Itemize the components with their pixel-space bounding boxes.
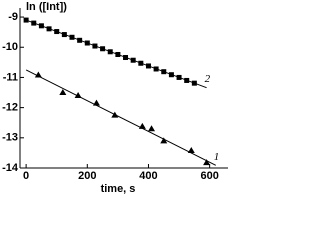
series-label: 2 bbox=[205, 73, 211, 85]
data-point bbox=[92, 99, 100, 106]
x-tick-label: 200 bbox=[78, 170, 96, 182]
data-point bbox=[138, 60, 144, 66]
x-axis-title: time, s bbox=[101, 183, 136, 195]
data-point bbox=[100, 46, 106, 52]
y-tick-label: -9 bbox=[8, 11, 18, 23]
data-point bbox=[77, 37, 83, 43]
data-point bbox=[23, 17, 29, 23]
x-tick-label: 600 bbox=[200, 170, 218, 182]
data-point bbox=[176, 74, 182, 80]
y-tick-label: -12 bbox=[2, 102, 18, 114]
data-point bbox=[84, 40, 90, 46]
data-point bbox=[111, 111, 119, 118]
data-point bbox=[153, 66, 159, 72]
y-tick-label: -14 bbox=[2, 162, 19, 174]
data-point bbox=[59, 89, 67, 96]
fit-line bbox=[25, 69, 216, 166]
y-tick-label: -11 bbox=[3, 71, 18, 83]
data-point bbox=[54, 29, 60, 35]
x-tick-label: 0 bbox=[23, 170, 29, 182]
data-point bbox=[74, 92, 82, 99]
data-point bbox=[168, 72, 174, 78]
data-point bbox=[61, 32, 67, 38]
data-point bbox=[46, 26, 52, 32]
data-point bbox=[161, 69, 167, 75]
data-point bbox=[187, 146, 195, 153]
data-point bbox=[191, 80, 197, 86]
y-axis-title: ln ([Int]) bbox=[26, 1, 67, 13]
y-tick-label: -10 bbox=[2, 41, 18, 53]
chart: ln ([Int]) time, s -9 -10 -11 -12 -13 -14 0 200… bbox=[2, 1, 228, 195]
data-point bbox=[203, 159, 211, 166]
data-point bbox=[69, 34, 75, 40]
data-point bbox=[145, 63, 151, 69]
data-point bbox=[115, 51, 121, 57]
data-point bbox=[160, 137, 168, 144]
data-point bbox=[107, 49, 113, 55]
data-point bbox=[138, 122, 146, 129]
data-point bbox=[31, 20, 37, 26]
data-point bbox=[148, 125, 156, 132]
series-label: 1 bbox=[214, 151, 220, 163]
data-point bbox=[184, 77, 190, 83]
data-point bbox=[130, 57, 136, 63]
data-point bbox=[123, 55, 129, 61]
y-tick-label: -13 bbox=[2, 132, 18, 144]
x-tick-label: 400 bbox=[139, 170, 157, 182]
data-point bbox=[34, 71, 42, 78]
data-point bbox=[92, 43, 98, 49]
data-point bbox=[38, 23, 44, 29]
